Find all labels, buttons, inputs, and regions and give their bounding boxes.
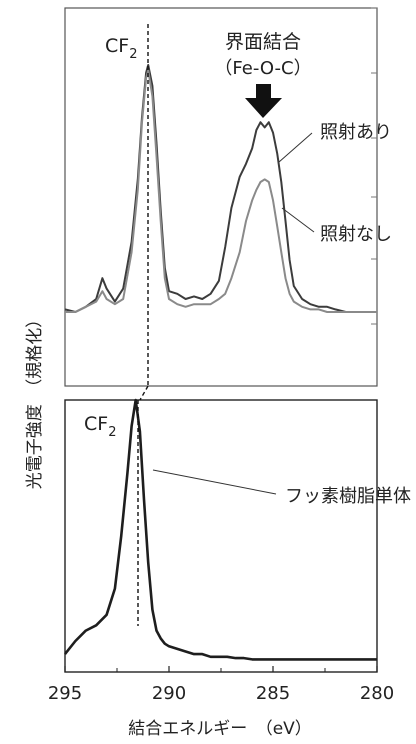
- x-tick-label-0: 295: [48, 683, 82, 704]
- bottom-cf2-label: CF2: [84, 413, 116, 440]
- interface-label-line1: 界面結合: [225, 31, 301, 53]
- callout-line-irradiated: [278, 132, 313, 163]
- y-axis-label: 光電子強度 （規格化）: [25, 311, 45, 490]
- top-panel: CF2 界面結合 （Fe-O-C） 照射あり 照射なし: [64, 7, 392, 387]
- x-tick-label-2: 285: [256, 683, 290, 704]
- legend-non-irradiated: 照射なし: [320, 224, 392, 245]
- down-arrow-icon: [245, 84, 282, 118]
- callout-line-fluororesin: [152, 469, 277, 495]
- interface-label-line2: （Fe-O-C）: [214, 58, 311, 79]
- bottom-panel: CF2 フッ素樹脂単体 295 290 285 280: [48, 398, 411, 704]
- x-tick-marks: 295 290 285 280: [48, 666, 394, 704]
- series-line-top-series-0: [64, 64, 377, 313]
- top-cf2-label: CF2: [105, 35, 137, 62]
- x-tick-label-1: 290: [152, 683, 186, 704]
- x-tick-label-3: 280: [360, 683, 394, 704]
- top-series-group: [64, 64, 377, 313]
- series-line-top-series-1: [65, 69, 377, 313]
- panel-connector-dash: [139, 385, 149, 401]
- bottom-series-group: [63, 398, 377, 661]
- bottom-plot-frame: [64, 399, 378, 673]
- x-axis-label: 結合エネルギー （eV）: [128, 719, 312, 739]
- legend-fluororesin: フッ素樹脂単体: [285, 486, 411, 507]
- callout-line-non-irradiated: [281, 207, 315, 233]
- legend-irradiated: 照射あり: [320, 122, 392, 143]
- top-tick-marks: [371, 7, 377, 325]
- series-line-bottom-series-0: [63, 398, 377, 661]
